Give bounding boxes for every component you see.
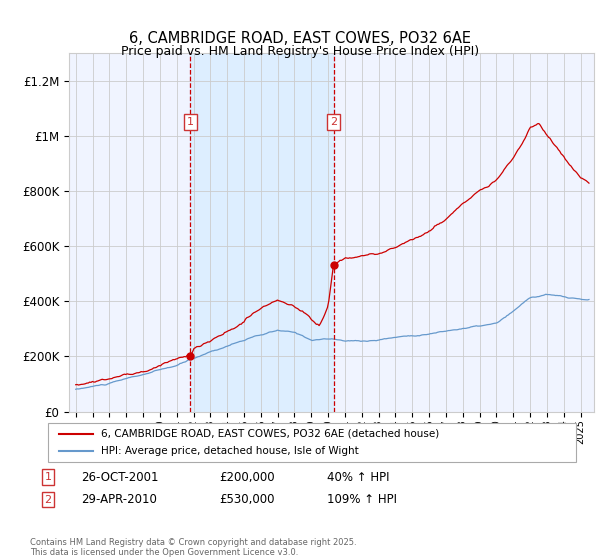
Text: 6, CAMBRIDGE ROAD, EAST COWES, PO32 6AE: 6, CAMBRIDGE ROAD, EAST COWES, PO32 6AE [129, 31, 471, 46]
Text: 40% ↑ HPI: 40% ↑ HPI [327, 470, 389, 484]
Text: 2: 2 [44, 494, 52, 505]
Text: 6, CAMBRIDGE ROAD, EAST COWES, PO32 6AE (detached house): 6, CAMBRIDGE ROAD, EAST COWES, PO32 6AE … [101, 429, 439, 439]
Text: 29-APR-2010: 29-APR-2010 [81, 493, 157, 506]
Bar [190, 53, 334, 412]
Text: £530,000: £530,000 [219, 493, 275, 506]
Text: 109% ↑ HPI: 109% ↑ HPI [327, 493, 397, 506]
Text: Contains HM Land Registry data © Crown copyright and database right 2025.
This d: Contains HM Land Registry data © Crown c… [30, 538, 356, 557]
Text: £200,000: £200,000 [219, 470, 275, 484]
FancyBboxPatch shape [48, 423, 576, 462]
Text: 2: 2 [330, 117, 337, 127]
Text: HPI: Average price, detached house, Isle of Wight: HPI: Average price, detached house, Isle… [101, 446, 359, 456]
Text: Price paid vs. HM Land Registry's House Price Index (HPI): Price paid vs. HM Land Registry's House … [121, 45, 479, 58]
Text: 1: 1 [44, 472, 52, 482]
Text: 1: 1 [187, 117, 194, 127]
Text: 26-OCT-2001: 26-OCT-2001 [81, 470, 158, 484]
